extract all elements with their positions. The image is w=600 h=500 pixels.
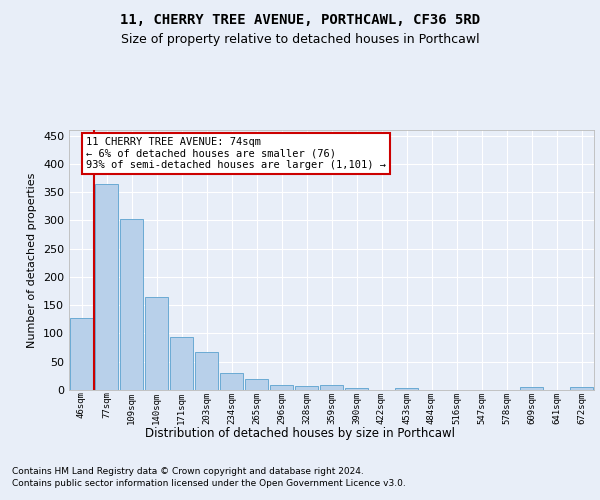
Bar (270, 385, 293, 390)
Bar (520, 387, 543, 390)
Text: Contains public sector information licensed under the Open Government Licence v3: Contains public sector information licen… (12, 479, 406, 488)
Text: 11, CHERRY TREE AVENUE, PORTHCAWL, CF36 5RD: 11, CHERRY TREE AVENUE, PORTHCAWL, CF36 … (120, 12, 480, 26)
Text: Distribution of detached houses by size in Porthcawl: Distribution of detached houses by size … (145, 428, 455, 440)
Bar (295, 386, 318, 390)
Bar (95, 184, 118, 390)
Bar (395, 388, 418, 390)
Text: 11 CHERRY TREE AVENUE: 74sqm
← 6% of detached houses are smaller (76)
93% of sem: 11 CHERRY TREE AVENUE: 74sqm ← 6% of det… (86, 137, 386, 170)
Y-axis label: Number of detached properties: Number of detached properties (28, 172, 37, 348)
Text: Contains HM Land Registry data © Crown copyright and database right 2024.: Contains HM Land Registry data © Crown c… (12, 467, 364, 476)
Bar (145, 298, 168, 390)
Bar (345, 388, 368, 390)
Bar (170, 337, 193, 390)
Bar (570, 387, 593, 390)
Bar (245, 380, 268, 390)
Bar (195, 352, 218, 390)
Text: Size of property relative to detached houses in Porthcawl: Size of property relative to detached ho… (121, 32, 479, 46)
Bar (220, 373, 243, 390)
Bar (320, 385, 343, 390)
Bar (120, 218, 143, 390)
Bar (70, 318, 93, 390)
